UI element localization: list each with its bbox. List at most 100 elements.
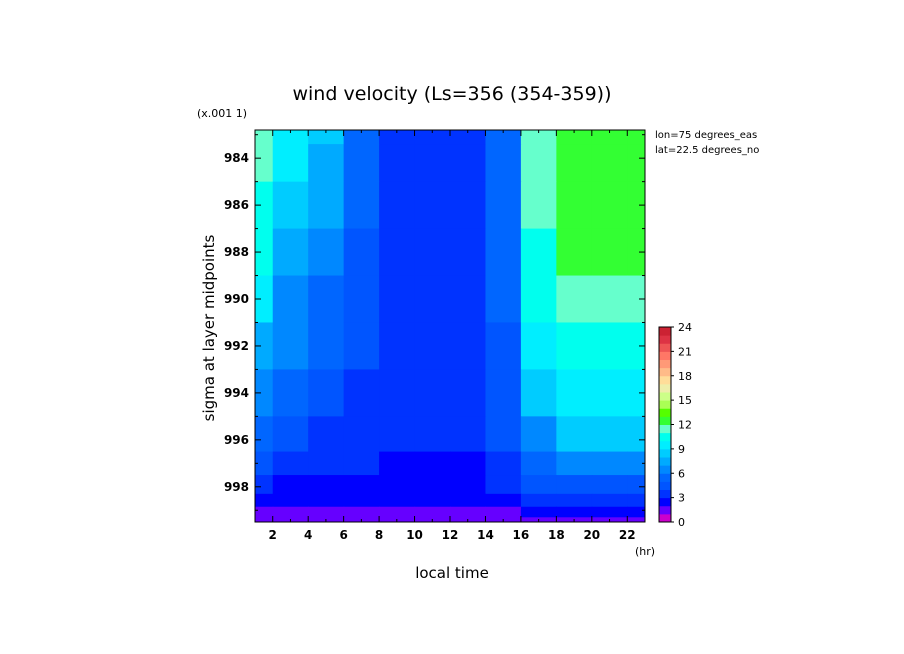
heatmap-cell	[520, 181, 557, 230]
heatmap-cell	[485, 181, 522, 230]
colorbar-tick-label: 9	[678, 443, 685, 456]
heatmap-cell	[308, 144, 345, 183]
heatmap-cell	[520, 322, 557, 371]
heatmap-cell	[379, 493, 416, 508]
heatmap-cell	[591, 322, 628, 371]
colorbar-swatch	[659, 489, 671, 499]
heatmap-cell	[272, 181, 309, 230]
heatmap-cell	[308, 322, 345, 371]
lon-annotation: lon=75 degrees_eas	[655, 130, 757, 141]
colorbar-swatch	[659, 343, 671, 352]
heatmap-cell	[485, 416, 522, 453]
heatmap-cell	[414, 506, 451, 518]
heatmap-cell	[520, 506, 557, 518]
colorbar-swatch	[659, 497, 671, 507]
heatmap-cell	[627, 369, 645, 417]
heatmap-cell	[308, 181, 345, 230]
heatmap-cell	[414, 130, 451, 145]
heatmap-cell	[308, 369, 345, 417]
heatmap-cell	[591, 493, 628, 508]
heatmap-cell	[343, 228, 380, 277]
heatmap-cell	[485, 493, 522, 508]
heatmap-cell	[591, 130, 628, 145]
heatmap-cell	[485, 451, 522, 476]
heatmap-cell	[450, 228, 487, 277]
heatmap-cell	[556, 369, 593, 417]
colorbar-swatch	[659, 505, 671, 515]
heatmap-cell	[627, 451, 645, 476]
heatmap-cell	[556, 181, 593, 230]
heatmap-cell	[308, 475, 345, 495]
y-tick-label: 990	[224, 292, 249, 306]
heatmap-cell	[627, 130, 645, 145]
heatmap-cell	[414, 416, 451, 453]
heatmap-cell	[272, 322, 309, 371]
heatmap-cell	[556, 493, 593, 508]
heatmap-cell	[556, 475, 593, 495]
heatmap-cell	[343, 493, 380, 508]
heatmap-cell	[255, 506, 274, 518]
heatmap-cell	[450, 181, 487, 230]
heatmap-cell	[450, 493, 487, 508]
heatmap-cell	[520, 144, 557, 183]
heatmap-cell	[556, 144, 593, 183]
colorbar-swatch	[659, 481, 671, 490]
heatmap-cell	[414, 322, 451, 371]
heatmap-cell	[414, 475, 451, 495]
heatmap-cell	[272, 416, 309, 453]
y-tick-label: 986	[224, 198, 249, 212]
heatmap-cell	[343, 130, 380, 145]
heatmap-cell	[272, 451, 309, 476]
heatmap-cell	[379, 322, 416, 371]
heatmap-cell	[343, 506, 380, 518]
x-tick-label: 4	[304, 528, 312, 542]
heatmap-cell	[556, 130, 593, 145]
y-axis: 984 986 988 990 992 994 996 998	[224, 134, 645, 511]
heatmap-cell	[450, 506, 487, 518]
heatmap-cell	[255, 181, 274, 230]
heatmap-cell	[520, 416, 557, 453]
heatmap-cell	[556, 416, 593, 453]
heatmap-cells	[255, 130, 645, 522]
heatmap-cell	[308, 228, 345, 277]
heatmap-cell	[308, 451, 345, 476]
heatmap-cell	[591, 416, 628, 453]
heatmap-cell	[272, 130, 309, 145]
heatmap-cell	[414, 144, 451, 183]
colorbar: 0 3 6 9 12 15 18 21 24	[658, 321, 692, 529]
x-tick-label: 8	[375, 528, 383, 542]
heatmap-cell	[379, 130, 416, 145]
heatmap-cell	[627, 275, 645, 324]
colorbar-swatch	[659, 457, 671, 466]
heatmap-cell	[627, 475, 645, 495]
x-tick-label: 22	[619, 528, 636, 542]
x-tick-label: 14	[477, 528, 494, 542]
heatmap-cell	[414, 181, 451, 230]
heatmap-cell	[556, 506, 593, 518]
heatmap-cell	[450, 475, 487, 495]
colorbar-swatch	[659, 408, 671, 417]
heatmap-cell	[308, 493, 345, 508]
colorbar-swatch	[659, 359, 671, 369]
heatmap-cell	[379, 416, 416, 453]
colorbar-swatch	[659, 424, 671, 434]
heatmap-cell	[591, 144, 628, 183]
y-tick-label: 998	[224, 480, 249, 494]
lat-annotation: lat=22.5 degrees_no	[655, 145, 759, 156]
heatmap-cell	[343, 451, 380, 476]
heatmap-cell	[520, 130, 557, 145]
colorbar-tick-label: 12	[678, 419, 692, 432]
colorbar-swatch	[659, 440, 671, 450]
y-axis-label: sigma at layer midpoints	[200, 234, 218, 421]
heatmap-cell	[485, 228, 522, 277]
colorbar-swatch	[659, 432, 671, 442]
x-axis: 2 4 6 8 10 12 14 16 18 20 22	[254, 130, 646, 542]
colorbar-tick-label: 0	[678, 516, 685, 529]
heatmap-cell	[414, 228, 451, 277]
colorbar-swatch	[659, 327, 671, 336]
heatmap-cell	[485, 275, 522, 324]
colorbar-swatch	[659, 416, 671, 425]
heatmap-cell	[255, 275, 274, 324]
heatmap-cell	[485, 144, 522, 183]
y-tick-label: 988	[224, 245, 249, 259]
